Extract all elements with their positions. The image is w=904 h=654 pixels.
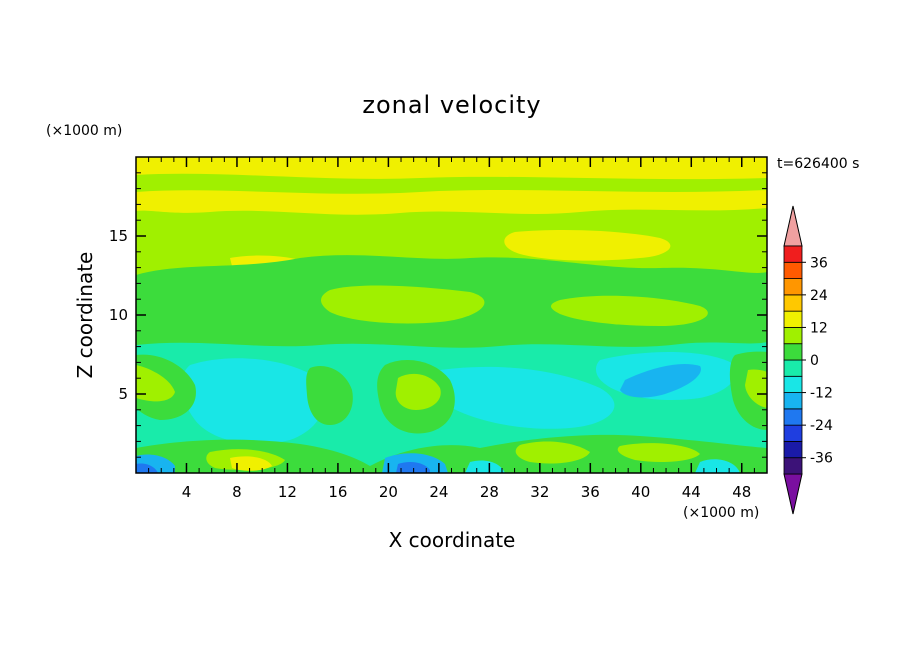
x-tick-label: 8: [232, 483, 242, 501]
x-tick-label: 12: [278, 483, 297, 501]
x-tick-label: 28: [480, 483, 499, 501]
colorbar-segment: [783, 327, 803, 345]
colorbar-tick-label: -12: [810, 386, 833, 402]
x-tick-label: 36: [581, 483, 600, 501]
colorbar-segment: [783, 424, 803, 442]
colorbar-segment: [783, 294, 803, 312]
colorbar-segment: [783, 245, 803, 263]
x-axis-label: X coordinate: [389, 528, 516, 552]
colorbar-tick-label: 0: [810, 353, 819, 369]
colorbar-tick-label: 12: [810, 320, 828, 336]
y-tick-label: 10: [109, 306, 128, 324]
colorbar-top-arrow: [783, 205, 803, 247]
x-tick-label: 4: [182, 483, 192, 501]
colorbar-segment: [783, 392, 803, 410]
colorbar-bottom-arrow: [783, 473, 803, 515]
colorbar-segment: [783, 408, 803, 426]
x-tick-label: 32: [530, 483, 549, 501]
x-tick-label: 48: [732, 483, 751, 501]
x-tick-label: 20: [379, 483, 398, 501]
colorbar-segment: [783, 359, 803, 377]
colorbar-tick-label: -36: [810, 451, 833, 467]
contour-field: [136, 157, 767, 473]
x-tick-label: 24: [429, 483, 448, 501]
time-label: t=626400 s: [777, 156, 859, 172]
chart-title: zonal velocity: [362, 91, 541, 119]
colorbar-segment: [783, 457, 803, 475]
colorbar-tick-label: -24: [810, 418, 833, 434]
y-tick-label: 5: [118, 385, 128, 403]
y-unit-label: (×1000 m): [46, 123, 122, 139]
colorbar-segment: [783, 375, 803, 393]
colorbar-segment: [783, 441, 803, 459]
x-unit-label: (×1000 m): [683, 505, 759, 521]
colorbar-segment: [783, 261, 803, 279]
x-tick-label: 16: [328, 483, 347, 501]
colorbar-segment: [783, 278, 803, 296]
colorbar-segment: [783, 310, 803, 328]
x-tick-label: 40: [631, 483, 650, 501]
colorbar-tick-label: 24: [810, 288, 828, 304]
colorbar: 36 24 12 0 -12 -24 -36: [783, 205, 833, 515]
x-tick-label: 44: [682, 483, 701, 501]
colorbar-segment: [783, 343, 803, 361]
y-tick-label: 15: [109, 227, 128, 245]
colorbar-tick-label: 36: [810, 255, 828, 271]
y-axis-label: Z coordinate: [73, 252, 97, 379]
